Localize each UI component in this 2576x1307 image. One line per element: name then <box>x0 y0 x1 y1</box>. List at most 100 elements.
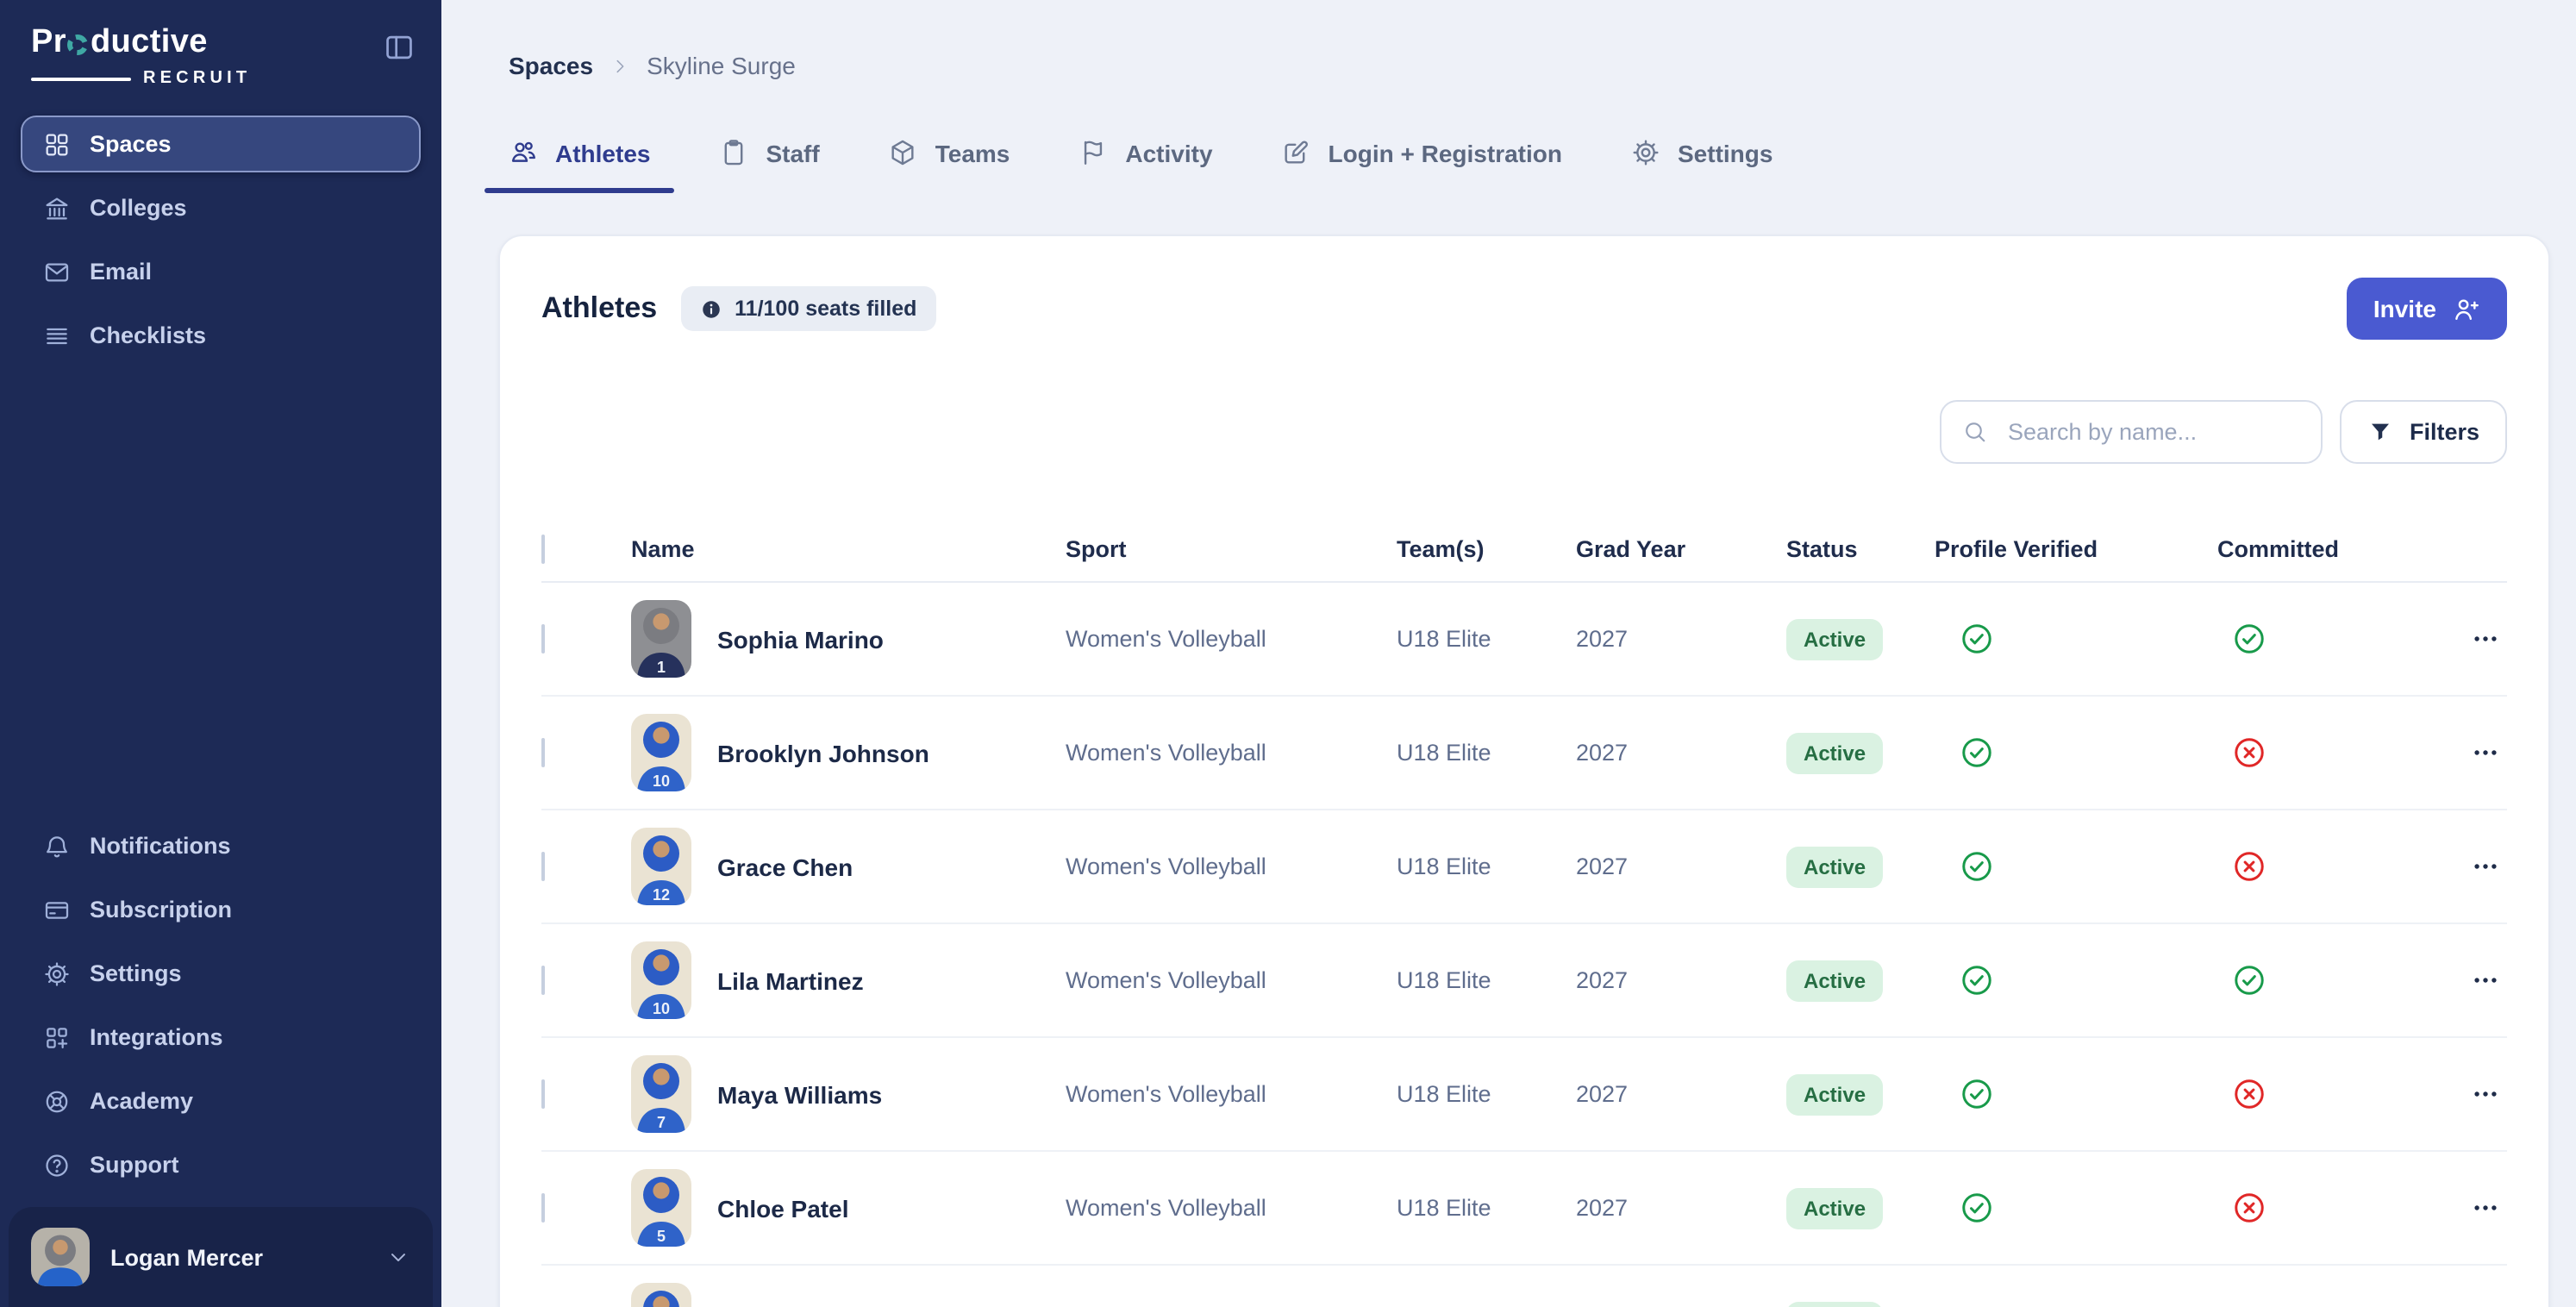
invite-button-label: Invite <box>2373 295 2436 322</box>
status-badge: Active <box>1786 618 1884 660</box>
column-header: Committed <box>2217 535 2339 561</box>
status-badge: Active <box>1786 960 1884 1001</box>
row-menu-button[interactable] <box>2464 1304 2507 1307</box>
brand-tagline-row: RECRUIT <box>31 69 251 88</box>
search-input[interactable] <box>2004 417 2301 447</box>
table-body: 1 Sophia Marino Women's Volleyball U18 Elit… <box>541 583 2507 1307</box>
row-checkbox[interactable] <box>541 624 545 654</box>
flag-icon <box>1079 138 1108 167</box>
sidebar-item-integrations[interactable]: Integrations <box>21 1009 421 1066</box>
search-box <box>1940 400 2323 464</box>
athlete-grad-year: 2027 <box>1576 740 1629 766</box>
table-row[interactable]: 12 Grace Chen Women's Volleyball U18 Elite 2… <box>541 810 2507 924</box>
not-committed-icon <box>2231 735 2267 771</box>
gear-icon <box>43 960 71 987</box>
table-row[interactable]: 10 Brooklyn Johnson Women's Volleyball U18 … <box>541 697 2507 810</box>
sidebar-item-spaces[interactable]: Spaces <box>21 116 421 172</box>
row-checkbox[interactable] <box>541 966 545 995</box>
table-row[interactable]: 10 Lila Martinez Women's Volleyball U18 Eli… <box>541 924 2507 1038</box>
tab-label: Activity <box>1125 139 1213 166</box>
info-icon <box>700 297 722 320</box>
filters-button[interactable]: Filters <box>2340 400 2507 464</box>
ellipsis-icon <box>2471 1079 2500 1109</box>
user-plus-icon <box>2452 294 2481 323</box>
sidebar-item-academy[interactable]: Academy <box>21 1072 421 1129</box>
tab-login-registration[interactable]: Login + Registration <box>1272 131 1572 193</box>
user-name: Logan Mercer <box>110 1244 264 1270</box>
invite-button[interactable]: Invite <box>2347 278 2507 340</box>
row-checkbox[interactable] <box>541 1079 545 1109</box>
status-badge: Active <box>1786 1073 1884 1115</box>
committed-check-icon <box>2231 621 2267 657</box>
athlete-sport: Women's Volleyball <box>1066 1195 1266 1221</box>
row-checkbox[interactable] <box>541 738 545 767</box>
athlete-grad-year: 2027 <box>1576 967 1629 993</box>
breadcrumb-spaces[interactable]: Spaces <box>509 52 594 79</box>
sidebar-item-label: Notifications <box>90 833 231 859</box>
athlete-teams: U18 Elite <box>1397 967 1491 993</box>
brand-tagline: RECRUIT <box>143 69 252 88</box>
athlete-teams: U18 Elite <box>1397 1081 1491 1107</box>
help-icon <box>43 1151 71 1179</box>
athlete-name: Maya Williams <box>717 1080 883 1108</box>
athlete-teams: U18 Elite <box>1397 740 1491 766</box>
tab-activity[interactable]: Activity <box>1068 131 1222 193</box>
sidebar-item-label: Checklists <box>90 322 207 348</box>
athlete-grad-year: 2027 <box>1576 626 1629 652</box>
sidebar-item-checklists[interactable]: Checklists <box>21 307 421 364</box>
edit-icon <box>1282 138 1311 167</box>
status-badge: Active <box>1786 846 1884 887</box>
tab-staff[interactable]: Staff <box>709 131 829 193</box>
row-menu-button[interactable] <box>2464 621 2507 657</box>
sidebar-item-support[interactable]: Support <box>21 1136 421 1193</box>
athlete-sport: Women's Volleyball <box>1066 1081 1266 1107</box>
athlete-sport: Women's Volleyball <box>1066 626 1266 652</box>
brand-logo: Pr ductive RECRUIT <box>31 24 251 88</box>
sidebar-item-subscription[interactable]: Subscription <box>21 881 421 938</box>
athlete-teams: U18 Elite <box>1397 626 1491 652</box>
row-menu-button[interactable] <box>2464 1076 2507 1112</box>
brand-name: Pr ductive <box>31 24 251 62</box>
sidebar-item-colleges[interactable]: Colleges <box>21 179 421 236</box>
sidebar-collapse-button[interactable] <box>383 31 416 64</box>
status-badge: Active <box>1786 732 1884 773</box>
tab-teams[interactable]: Teams <box>878 131 1021 193</box>
column-header: Sport <box>1066 535 1127 561</box>
athlete-avatar <box>631 1283 691 1307</box>
select-all-checkbox[interactable] <box>541 534 545 563</box>
row-menu-button[interactable] <box>2464 962 2507 998</box>
row-menu-button[interactable] <box>2464 848 2507 885</box>
package-icon <box>889 138 918 167</box>
user-menu[interactable]: Logan Mercer <box>9 1207 433 1307</box>
athlete-sport: Women's Volleyball <box>1066 740 1266 766</box>
tab-label: Athletes <box>555 139 651 166</box>
column-header: Status <box>1786 535 1858 561</box>
verified-check-icon <box>1959 1076 1995 1112</box>
table-row[interactable]: 7 Maya Williams Women's Volleyball U18 Elit… <box>541 1038 2507 1152</box>
tab-label: Teams <box>935 139 1010 166</box>
sidebar-item-label: Settings <box>90 960 182 986</box>
row-checkbox[interactable] <box>541 852 545 881</box>
table-row[interactable]: 1 Sophia Marino Women's Volleyball U18 Elit… <box>541 583 2507 697</box>
not-committed-icon <box>2231 1076 2267 1112</box>
athlete-sport: Women's Volleyball <box>1066 967 1266 993</box>
tab-athletes[interactable]: Athletes <box>484 131 675 193</box>
row-checkbox[interactable] <box>541 1193 545 1223</box>
brand-o-icon <box>67 34 89 55</box>
table-row[interactable]: 5 Chloe Patel Women's Volleyball U18 Elite 2… <box>541 1152 2507 1266</box>
ellipsis-icon <box>2471 624 2500 654</box>
sidebar-item-settings[interactable]: Settings <box>21 945 421 1002</box>
sidebar-item-notifications[interactable]: Notifications <box>21 817 421 874</box>
page-title: Athletes <box>541 291 658 324</box>
sidebar-item-email[interactable]: Email <box>21 243 421 300</box>
tab-settings[interactable]: Settings <box>1621 131 1783 193</box>
sidebar-nav-bottom: Notifications Subscription Settings Integra… <box>0 817 441 1193</box>
row-menu-button[interactable] <box>2464 735 2507 771</box>
seats-badge-label: 11/100 seats filled <box>735 297 917 321</box>
verified-check-icon <box>1959 621 1995 657</box>
row-menu-button[interactable] <box>2464 1190 2507 1226</box>
email-icon <box>43 258 71 285</box>
filters-button-label: Filters <box>2409 419 2479 445</box>
